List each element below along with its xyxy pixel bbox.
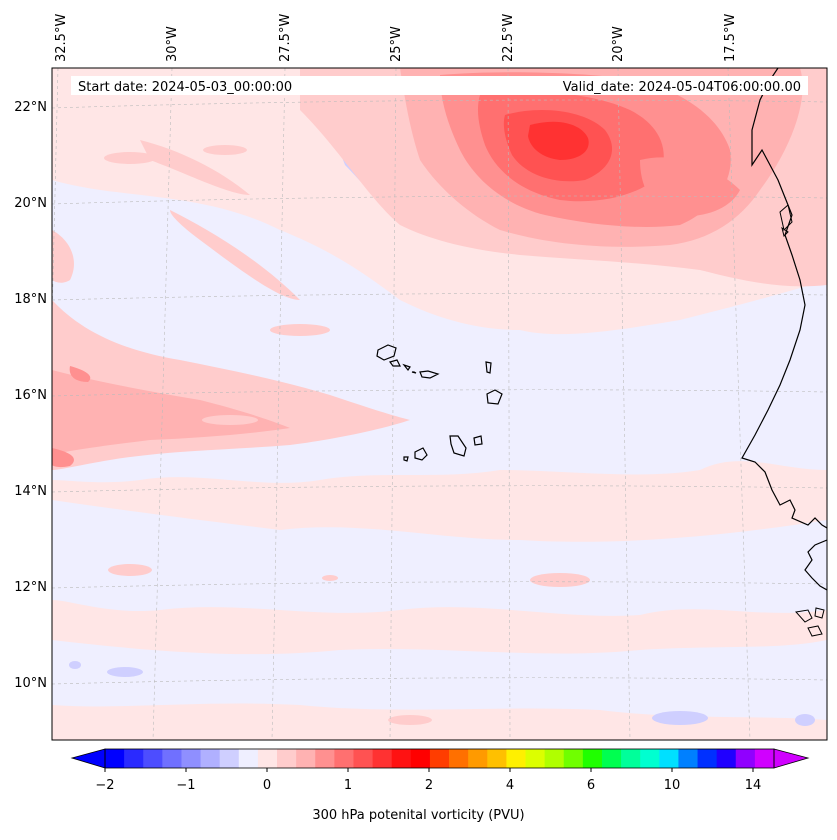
map-frame xyxy=(51,67,828,741)
colorbar-cell xyxy=(582,749,603,768)
lon-label: 20°W xyxy=(611,26,626,62)
latitude-labels: 22°N 20°N 18°N 16°N 14°N 12°N 10°N xyxy=(14,100,47,691)
colorbar-cell xyxy=(563,749,584,768)
colorbar-cell xyxy=(391,749,412,768)
island-sao-nicolau xyxy=(411,370,440,379)
island-santa-luzia xyxy=(402,363,411,372)
colorbar-cell xyxy=(449,749,469,768)
date-label-box: Start date: 2024-05-03_00:00:00 Valid_da… xyxy=(71,76,808,95)
colorbar-min-extend-arrow xyxy=(70,748,106,769)
colorbar-cell xyxy=(487,749,507,768)
colorbar-title: 300 hPa potenital vorticity (PVU) xyxy=(312,808,525,823)
colorbar-cell xyxy=(429,749,450,768)
lat-label: 16°N xyxy=(14,388,47,403)
valid-date-label: Valid_date: 2024-05-04T06:00:00.00 xyxy=(563,80,801,95)
date-label-background xyxy=(71,76,808,95)
colorbar-cell xyxy=(181,749,201,768)
colorbar-tick-label: 2 xyxy=(425,778,433,793)
coastline-guinea-islands xyxy=(779,204,825,637)
colorbar-cell xyxy=(544,749,565,768)
colorbar-cell xyxy=(238,749,259,768)
colorbar-max-extend-arrow xyxy=(773,748,810,769)
lat-label: 10°N xyxy=(14,676,47,691)
island-sal xyxy=(485,361,492,374)
colorbar-cell xyxy=(219,749,240,768)
colorbar-ticks: −2 −1 0 1 2 4 6 10 14 xyxy=(95,768,761,793)
colorbar-cell xyxy=(659,749,679,768)
colorbar-cell xyxy=(754,749,775,768)
lat-label: 22°N xyxy=(14,100,47,115)
lat-label: 20°N xyxy=(14,196,47,211)
start-date-label: Start date: 2024-05-03_00:00:00 xyxy=(78,80,292,95)
graticule xyxy=(52,68,827,740)
colorbar-cell xyxy=(162,749,182,768)
island-fogo xyxy=(414,447,428,461)
colorbar-cell xyxy=(200,749,221,768)
lat-label: 14°N xyxy=(14,484,47,499)
colorbar-cell xyxy=(334,749,354,768)
pv-anomaly-north xyxy=(300,68,827,287)
island-santo-antao xyxy=(376,344,397,361)
colorbar-outline xyxy=(104,748,775,769)
colorbar-cell xyxy=(525,749,546,768)
colorbar-cell xyxy=(257,749,278,768)
lon-label: 27.5°W xyxy=(278,14,293,62)
colorbar-cell xyxy=(372,749,393,768)
colorbar-cell xyxy=(296,749,316,768)
colorbar-cell xyxy=(277,749,297,768)
colorbar-cell xyxy=(410,749,431,768)
map-plot-area xyxy=(52,68,827,740)
colorbar-cell xyxy=(353,749,373,768)
colorbar-tick-label: 0 xyxy=(263,778,271,793)
island-sao-vicente xyxy=(388,359,401,367)
island-santiago xyxy=(449,435,467,457)
colorbar-tick-label: 4 xyxy=(506,778,514,793)
colorbar-cell xyxy=(697,749,718,768)
coastline-guinea-bissau xyxy=(804,539,827,591)
colorbar-tick-label: −2 xyxy=(95,778,114,793)
island-boa-vista xyxy=(486,389,503,405)
colorbar-cell xyxy=(124,749,144,768)
cape-verde-islands xyxy=(376,344,503,462)
colorbar-cell xyxy=(143,749,163,768)
coastline-west-africa xyxy=(741,68,827,529)
lat-label: 12°N xyxy=(14,580,47,595)
colorbar-tick-label: 1 xyxy=(344,778,352,793)
colorbar-cell xyxy=(640,749,660,768)
longitude-labels: 32.5°W 30°W 27.5°W 25°W 22.5°W 20°W 17.5… xyxy=(54,14,738,62)
lon-label: 25°W xyxy=(389,26,404,62)
lon-label: 22.5°W xyxy=(501,14,516,62)
colorbar-tick-label: 10 xyxy=(664,778,681,793)
colorbar-cell xyxy=(506,749,526,768)
pv-positive-bands xyxy=(52,140,410,470)
colorbar-cell xyxy=(678,749,698,768)
colorbar: −2 −1 0 1 2 4 6 10 14 xyxy=(70,748,810,793)
lon-label: 30°W xyxy=(165,26,180,62)
lon-label: 32.5°W xyxy=(54,14,69,62)
pv-small-patches xyxy=(104,145,590,725)
colorbar-cell xyxy=(315,749,335,768)
colorbar-tick-label: −1 xyxy=(176,778,195,793)
colorbar-tick-label: 6 xyxy=(587,778,595,793)
colorbar-cell xyxy=(468,749,488,768)
colorbar-cell xyxy=(105,749,125,768)
colorbar-cell xyxy=(735,749,756,768)
colorbar-cell xyxy=(716,749,737,768)
lon-label: 17.5°W xyxy=(723,14,738,62)
colorbar-cell xyxy=(621,749,641,768)
colorbar-cells xyxy=(105,749,775,768)
colorbar-tick-label: 14 xyxy=(745,778,762,793)
island-brava xyxy=(403,456,409,462)
lat-label: 18°N xyxy=(14,292,47,307)
colorbar-cell xyxy=(601,749,622,768)
island-maio xyxy=(473,435,483,446)
